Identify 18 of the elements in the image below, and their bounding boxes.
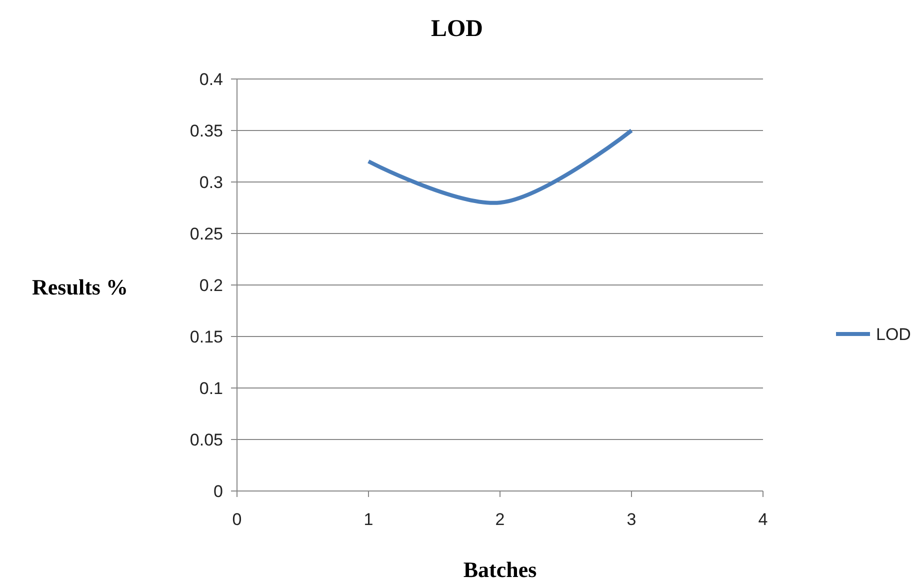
y-tick-label: 0.3	[199, 172, 223, 192]
y-tick-label: 0.05	[190, 430, 223, 450]
x-axis-title: Batches	[463, 557, 538, 582]
x-tick-label: 4	[758, 510, 768, 529]
y-tick-label: 0	[214, 482, 223, 501]
y-axis-title: Results %	[32, 274, 128, 300]
y-tick-label: 0.1	[199, 378, 223, 398]
y-tick-label: 0.35	[190, 121, 223, 140]
y-tick-label: 0.15	[190, 327, 223, 346]
y-tick-label: 0.2	[199, 276, 223, 295]
x-tick-label: 1	[364, 510, 374, 529]
legend-label: LOD	[876, 324, 911, 344]
chart-title: LOD	[430, 16, 484, 42]
y-tick-label: 0.4	[199, 70, 223, 89]
y-tick-label: 0.25	[190, 224, 223, 244]
x-tick-label: 2	[495, 510, 505, 529]
x-tick-label: 3	[626, 510, 636, 529]
x-tick-label: 0	[232, 510, 242, 529]
